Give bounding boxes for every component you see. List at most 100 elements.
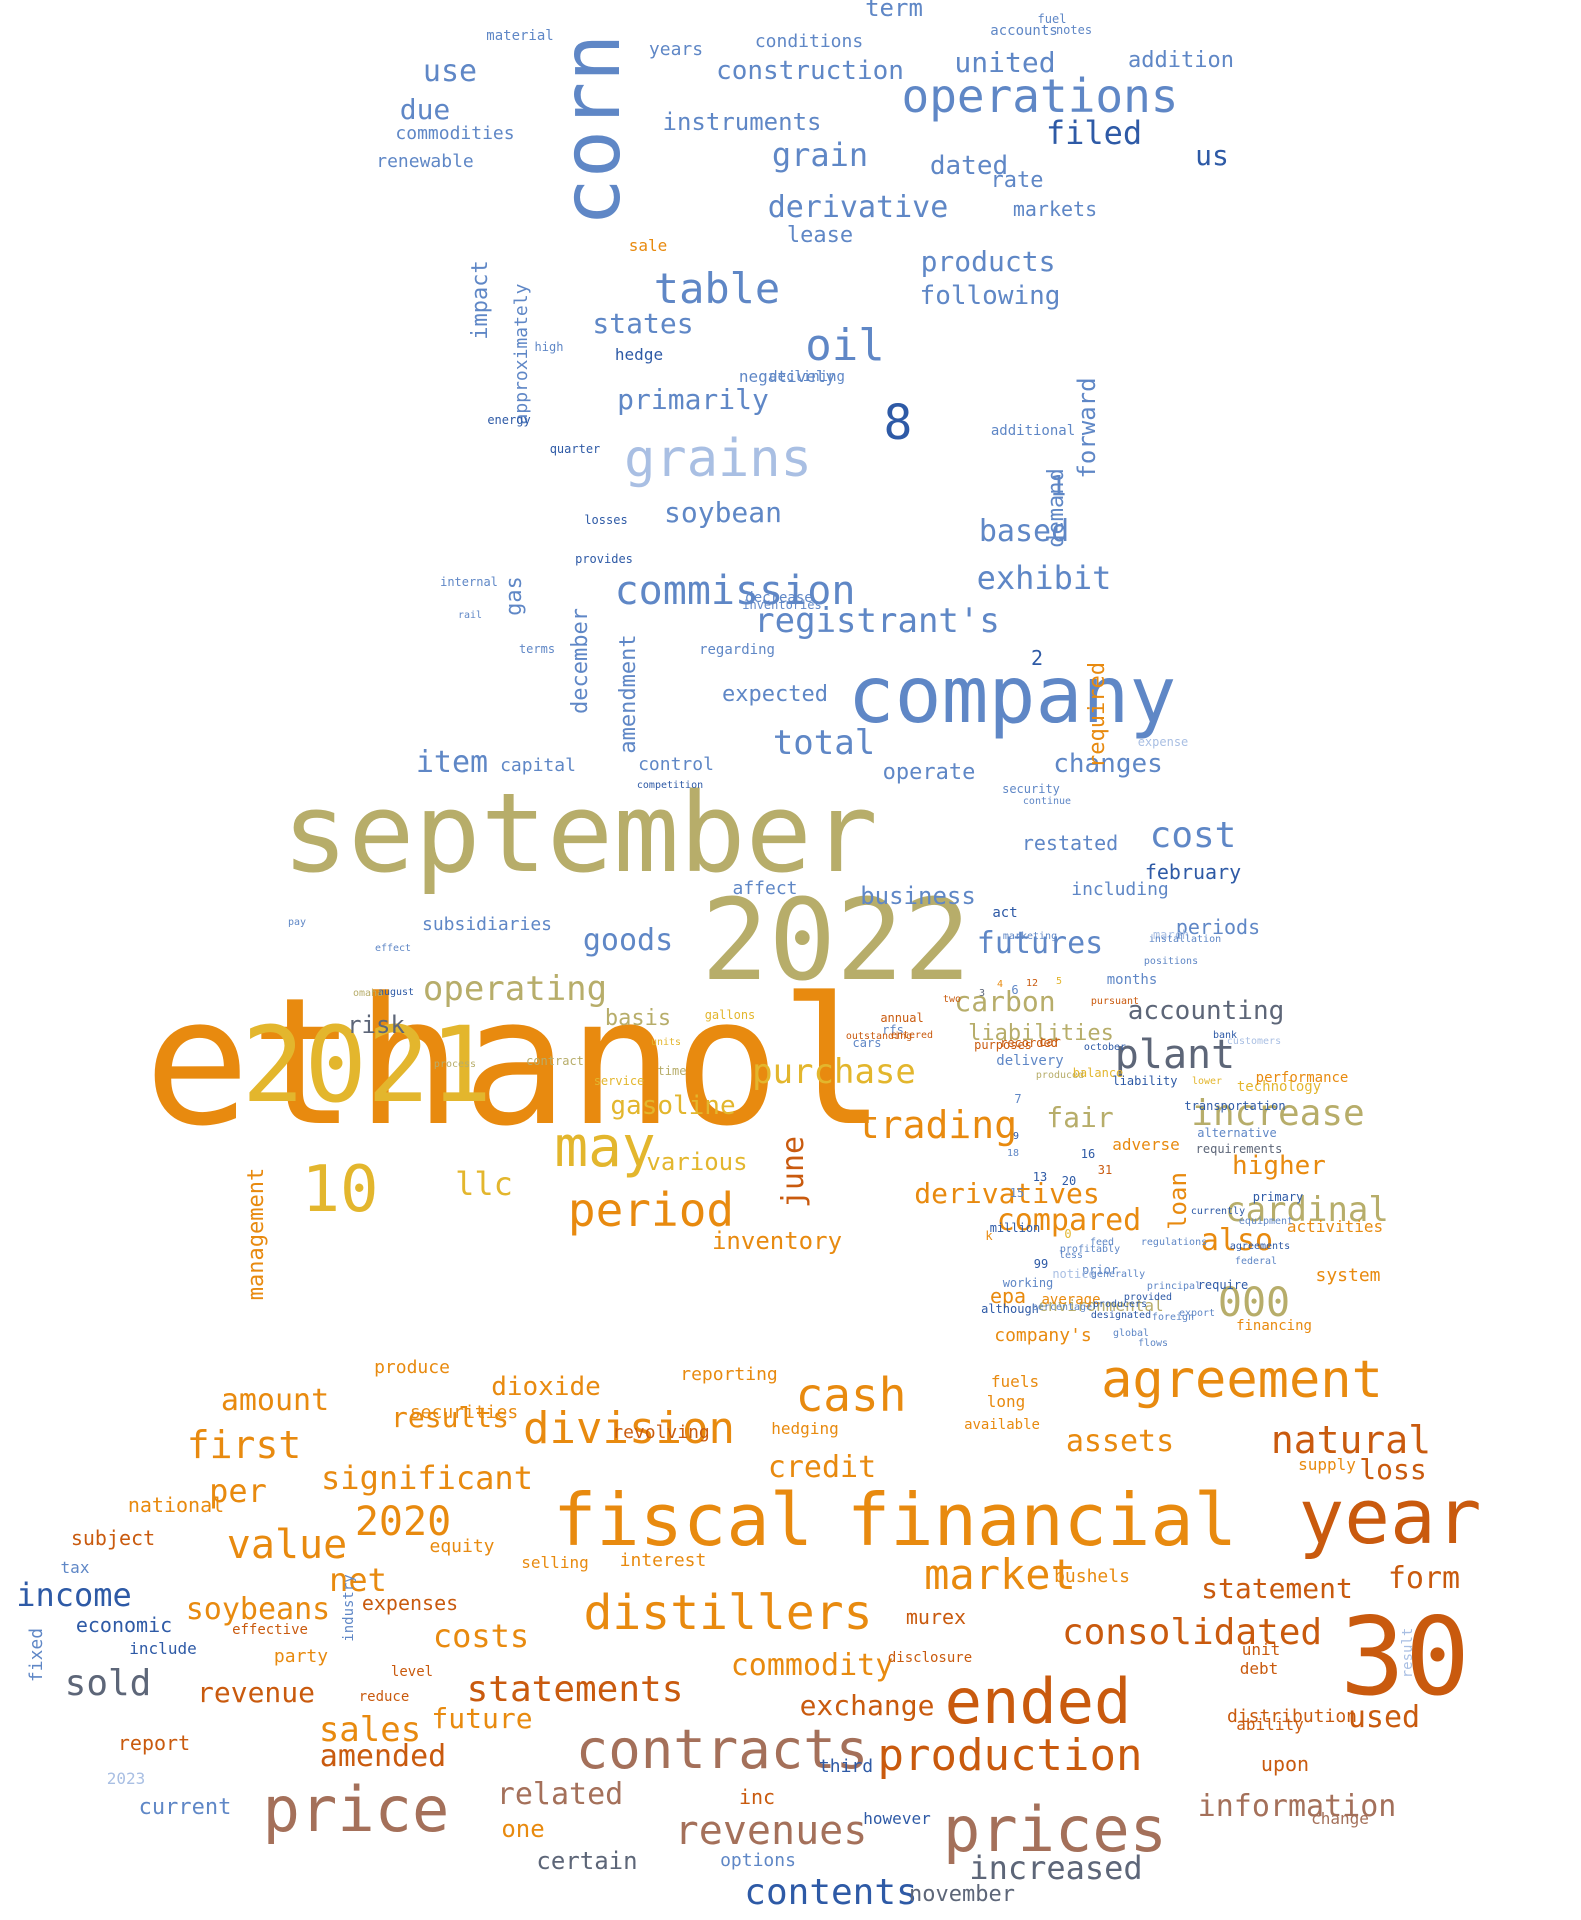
word-256: 4 xyxy=(996,979,1004,990)
word-70: llc xyxy=(455,1165,513,1203)
word-290: principal xyxy=(1146,1281,1202,1292)
word-4: company xyxy=(847,651,1177,741)
word-198: hedge xyxy=(614,345,664,364)
word-77: various xyxy=(646,1148,748,1176)
word-214: losses xyxy=(584,513,628,527)
word-277: prior xyxy=(1081,1263,1119,1277)
word-74: also xyxy=(1200,1223,1274,1258)
word-78: cost xyxy=(1149,815,1237,856)
word-72: derivatives xyxy=(914,1177,1100,1210)
word-175: report xyxy=(117,1731,191,1755)
word-42: operating xyxy=(422,969,608,1009)
word-97: states xyxy=(592,307,694,340)
word-263: 15 xyxy=(1009,1186,1025,1200)
word-177: 2023 xyxy=(106,1769,146,1788)
word-14: contracts xyxy=(575,1718,869,1781)
word-55: exchange xyxy=(799,1689,935,1722)
word-282: require xyxy=(1197,1278,1249,1292)
word-166: upon xyxy=(1260,1752,1310,1776)
word-259: 6 xyxy=(1011,983,1019,997)
word-15: may xyxy=(554,1115,656,1180)
word-186: management xyxy=(244,1167,269,1301)
word-229: contract xyxy=(526,1054,584,1068)
word-145: supply xyxy=(1298,1455,1356,1474)
word-63: revenue xyxy=(196,1676,316,1709)
word-113: conditions xyxy=(754,31,864,52)
word-216: terms xyxy=(518,642,556,656)
word-148: selling xyxy=(521,1553,589,1572)
word-231: gallons xyxy=(704,1008,756,1022)
word-221: security xyxy=(1002,782,1060,796)
word-265: 18 xyxy=(1006,1148,1020,1159)
word-121: 2 xyxy=(1030,646,1044,670)
word-268: 99 xyxy=(1033,1257,1049,1271)
word-245: pursuant xyxy=(1090,996,1140,1007)
word-205: additional xyxy=(990,423,1076,439)
word-53: commodity xyxy=(730,1648,894,1683)
word-154: expenses xyxy=(361,1591,459,1615)
word-152: economic xyxy=(75,1613,173,1637)
word-102: dated xyxy=(929,151,1009,181)
word-109: use xyxy=(422,54,478,89)
word-120: 1 xyxy=(1049,469,1067,502)
word-67: results xyxy=(390,1401,510,1434)
word-101: grain xyxy=(771,136,869,174)
word-137: financing xyxy=(1236,1318,1312,1334)
word-88: carbon xyxy=(954,985,1056,1018)
word-294: feed xyxy=(1089,1237,1115,1248)
word-162: unit xyxy=(1241,1640,1281,1659)
word-191: gas xyxy=(502,576,527,616)
word-226: august xyxy=(377,987,415,998)
word-116: markets xyxy=(1012,197,1098,221)
word-237: bank xyxy=(1212,1030,1238,1041)
word-140: company's xyxy=(994,1325,1092,1346)
word-59: assets xyxy=(1065,1424,1175,1459)
word-273: primary xyxy=(1252,1190,1304,1204)
word-227: process xyxy=(433,1059,477,1070)
word-128: including xyxy=(1071,879,1169,900)
word-262: 13 xyxy=(1032,1170,1048,1184)
word-215: provides xyxy=(575,552,633,566)
word-280: although xyxy=(981,1302,1039,1316)
word-187: required xyxy=(1085,662,1110,768)
word-160: murex xyxy=(905,1605,967,1629)
word-272: currently xyxy=(1190,1206,1246,1217)
word-16: 10 xyxy=(301,1153,379,1227)
word-34: contents xyxy=(744,1872,918,1913)
word-117: rate xyxy=(990,168,1044,193)
word-244: outstanding xyxy=(845,1031,913,1042)
word-157: hedging xyxy=(771,1419,839,1438)
word-61: credit xyxy=(767,1450,877,1485)
word-104: united xyxy=(954,46,1056,79)
word-93: exhibit xyxy=(976,559,1112,597)
word-173: november xyxy=(909,1882,1015,1907)
word-185: loan xyxy=(1164,1172,1192,1230)
word-50: sales xyxy=(318,1710,422,1750)
word-232: units xyxy=(650,1037,682,1048)
word-285: global xyxy=(1112,1328,1150,1339)
word-45: 000 xyxy=(1217,1280,1291,1326)
word-142: fuels xyxy=(990,1372,1040,1391)
word-188: demand xyxy=(1044,468,1069,548)
word-224: pay xyxy=(287,917,307,928)
word-8: fiscal xyxy=(552,1478,814,1562)
word-41: purchase xyxy=(752,1052,916,1092)
word-241: transportation xyxy=(1184,1099,1286,1113)
word-49: soybeans xyxy=(185,1592,331,1627)
word-236: lower xyxy=(1191,1076,1223,1087)
word-47: significant xyxy=(321,1459,533,1497)
word-194: forward xyxy=(1073,377,1101,479)
word-286: designated xyxy=(1090,1310,1152,1321)
word-94: based xyxy=(978,514,1070,549)
word-206: decrease xyxy=(745,590,813,606)
word-253: purposes xyxy=(974,1038,1032,1052)
word-156: reporting xyxy=(680,1364,778,1385)
word-182: reduce xyxy=(358,1689,410,1705)
word-197: sale xyxy=(628,236,668,255)
word-287: flows xyxy=(1137,1338,1169,1349)
word-132: technology xyxy=(1236,1079,1322,1095)
word-248: rfs xyxy=(882,1023,904,1037)
word-151: subject xyxy=(70,1526,156,1550)
word-87: operate xyxy=(882,760,976,785)
word-212: energy xyxy=(487,413,531,427)
